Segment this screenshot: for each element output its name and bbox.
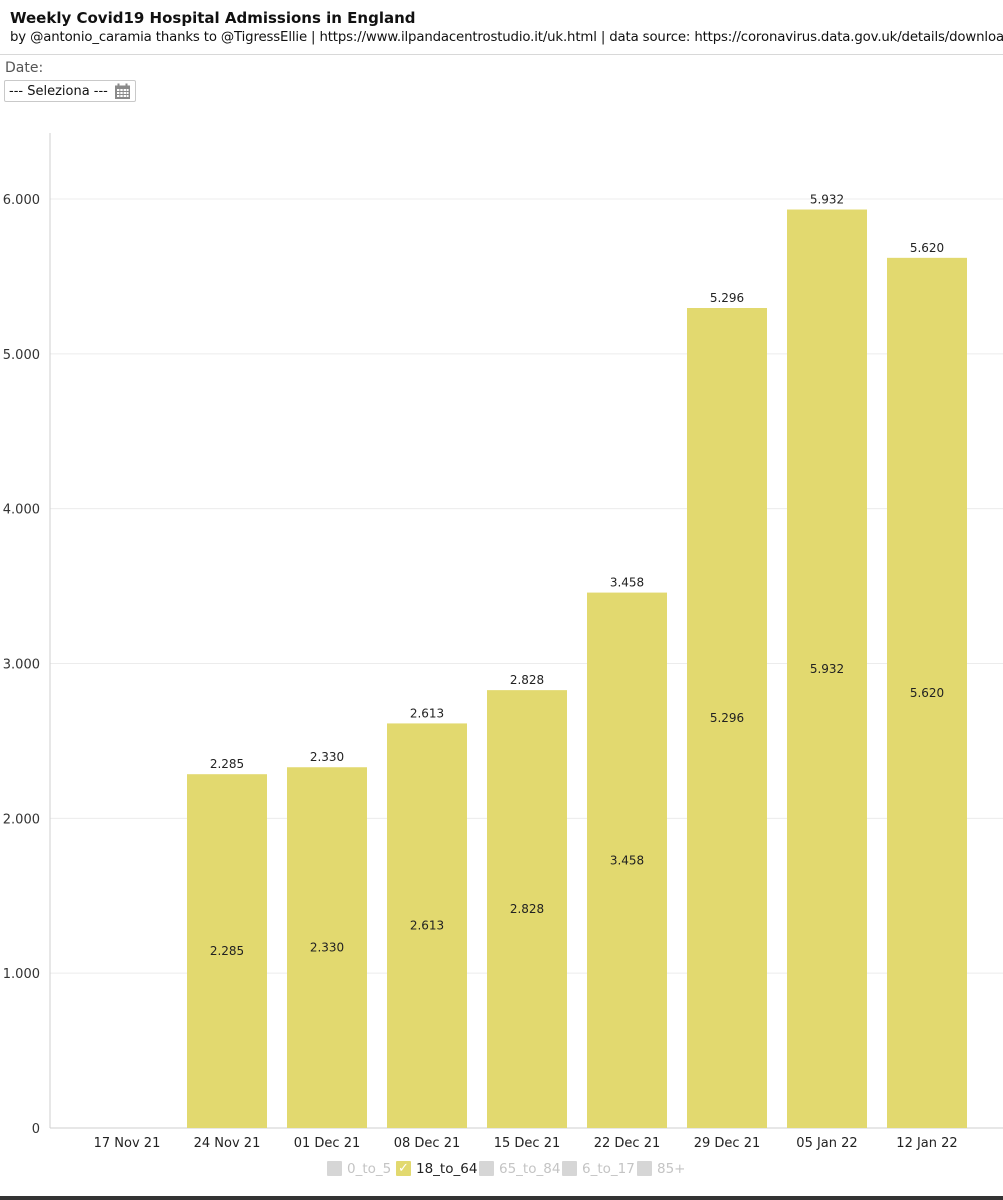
- check-icon: ✓: [398, 1161, 409, 1176]
- legend-label: 65_to_84: [499, 1161, 561, 1177]
- bar-inner-label: 5.296: [710, 711, 744, 725]
- bar-top-label: 2.330: [310, 750, 344, 764]
- chart-title: Weekly Covid19 Hospital Admissions in En…: [10, 9, 416, 27]
- bar-top-label: 3.458: [610, 576, 644, 590]
- chart-header: Weekly Covid19 Hospital Admissions in En…: [0, 0, 1003, 55]
- date-filter-label: Date:: [5, 60, 44, 76]
- y-tick-label: 0: [32, 1122, 40, 1137]
- bar-inner-label: 2.285: [210, 944, 244, 958]
- bar[interactable]: [287, 767, 367, 1128]
- bar-inner-label: 2.613: [410, 919, 444, 933]
- bar[interactable]: [787, 209, 867, 1128]
- bar-top-label: 5.296: [710, 291, 744, 305]
- x-tick-label: 24 Nov 21: [194, 1136, 261, 1151]
- bar[interactable]: [687, 308, 767, 1128]
- date-select[interactable]: --- Seleziona ---: [4, 80, 136, 102]
- bar[interactable]: [487, 690, 567, 1128]
- bar[interactable]: [187, 774, 267, 1128]
- x-tick-label: 08 Dec 21: [394, 1136, 461, 1151]
- bottom-border: [0, 1196, 1003, 1200]
- calendar-icon[interactable]: [114, 83, 131, 100]
- x-tick-label: 29 Dec 21: [694, 1136, 761, 1151]
- bar-chart: 0 1.000 2.000 3.000 4.000 5.000 6.000 17 Nov 21…: [3, 133, 1003, 1151]
- bar-top-label: 2.828: [510, 673, 544, 687]
- legend-swatch: [562, 1161, 577, 1176]
- x-tick-label: 17 Nov 21: [94, 1136, 161, 1151]
- bar[interactable]: [887, 257, 967, 1128]
- bar-inner-label: 5.932: [810, 662, 844, 676]
- x-tick-label: 15 Dec 21: [494, 1136, 561, 1151]
- legend-swatch: [327, 1161, 342, 1176]
- legend-swatch: [479, 1161, 494, 1176]
- bar-top-label: 5.932: [810, 193, 844, 207]
- chart-credits: by @antonio_caramia thanks to @TigressEl…: [10, 30, 1003, 45]
- legend-label: 0_to_5: [347, 1161, 392, 1177]
- bar-top-label: 2.285: [210, 757, 244, 771]
- legend-label: 85+: [657, 1161, 686, 1177]
- bar[interactable]: [587, 592, 667, 1128]
- bars: [187, 209, 967, 1128]
- bar-top-label: 5.620: [910, 241, 944, 255]
- x-tick-label: 01 Dec 21: [294, 1136, 361, 1151]
- labels: 0 1.000 2.000 3.000 4.000 5.000 6.000 17 Nov 21…: [3, 193, 958, 1151]
- legend: 0_to_5 ✓ 18_to_64 65_to_84 6_to_17 85+: [0, 1159, 1003, 1181]
- bar-inner-label: 3.458: [610, 853, 644, 867]
- bar-top-label: 2.613: [410, 706, 444, 720]
- y-tick-label: 5.000: [3, 348, 40, 363]
- x-tick-label: 12 Jan 22: [896, 1136, 957, 1151]
- bar[interactable]: [387, 723, 467, 1128]
- legend-swatch: ✓: [396, 1161, 411, 1176]
- date-select-value: --- Seleziona ---: [9, 84, 108, 99]
- y-tick-label: 4.000: [3, 503, 40, 518]
- y-tick-label: 1.000: [3, 967, 40, 982]
- legend-label: 6_to_17: [582, 1161, 635, 1177]
- bar-inner-label: 5.620: [910, 686, 944, 700]
- y-tick-label: 2.000: [3, 812, 40, 827]
- bar-inner-label: 2.828: [510, 902, 544, 916]
- y-tick-label: 3.000: [3, 658, 40, 673]
- legend-label: 18_to_64: [416, 1161, 478, 1177]
- bar-inner-label: 2.330: [310, 941, 344, 955]
- x-tick-label: 05 Jan 22: [796, 1136, 857, 1151]
- y-tick-label: 6.000: [3, 193, 40, 208]
- x-tick-label: 22 Dec 21: [594, 1136, 661, 1151]
- legend-swatch: [637, 1161, 652, 1176]
